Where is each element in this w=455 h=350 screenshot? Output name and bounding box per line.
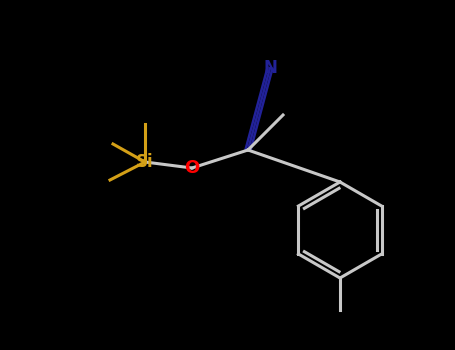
Text: O: O (184, 159, 200, 177)
Text: Si: Si (136, 153, 154, 171)
Text: N: N (263, 59, 277, 77)
